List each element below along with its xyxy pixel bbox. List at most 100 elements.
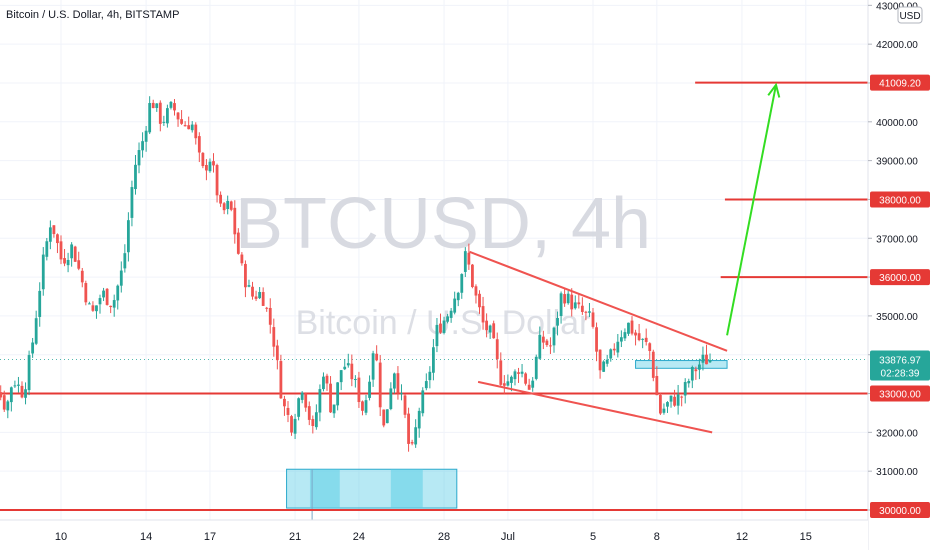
candle-body — [173, 103, 176, 111]
candle-body — [446, 316, 449, 322]
time-axis-bg — [0, 520, 868, 550]
target-arrow-head — [767, 82, 781, 98]
time-tick-label: 10 — [55, 531, 67, 543]
candle-body — [520, 371, 524, 374]
level-price-label-bg — [870, 385, 930, 402]
candle-body — [371, 353, 375, 380]
candle-body — [134, 164, 137, 190]
candle-body — [48, 227, 52, 242]
candle-body — [541, 336, 545, 343]
candle-body — [332, 404, 336, 414]
candle-body — [598, 349, 602, 371]
candle-body — [353, 379, 357, 381]
candle-body — [343, 366, 347, 370]
candle-body — [403, 395, 407, 415]
candle-body — [212, 161, 215, 166]
candle-body — [673, 396, 676, 406]
candle-body — [577, 302, 581, 305]
candle-body — [80, 270, 84, 283]
candle-body — [690, 367, 694, 381]
candle-body — [463, 251, 467, 272]
candle-body — [166, 108, 169, 124]
candle-body — [517, 372, 520, 374]
candle-body — [144, 130, 148, 142]
candle-body — [180, 119, 183, 124]
time-axis[interactable]: 10 14 17 21 24 28 Jul 5 8 12 15 — [0, 519, 868, 550]
candle-body — [350, 363, 354, 380]
candle-body — [314, 412, 318, 428]
candle-body — [148, 103, 152, 133]
candle-body — [396, 373, 400, 393]
candle-body — [375, 353, 379, 361]
candle-body — [215, 165, 219, 196]
candle-body — [492, 323, 496, 339]
candle-body — [38, 290, 42, 317]
candle-body — [346, 363, 350, 366]
candle-body — [119, 270, 123, 286]
candle-body — [275, 345, 279, 361]
level-price-label-bg — [870, 269, 930, 286]
candle-body — [605, 359, 609, 364]
candle-body — [414, 427, 418, 445]
candle-body — [502, 383, 506, 386]
candle-body — [162, 121, 166, 123]
candle-body — [481, 306, 485, 323]
candle-body — [251, 286, 254, 297]
candle-body — [666, 402, 669, 407]
candle-body — [73, 246, 77, 262]
candle-body — [293, 418, 297, 434]
candle-body — [91, 305, 95, 311]
candle-body — [552, 327, 556, 346]
candle-body — [6, 401, 10, 411]
candle-body — [495, 339, 499, 360]
candle-body — [300, 392, 304, 400]
candle-body — [616, 341, 620, 353]
candle-body — [701, 354, 705, 363]
candle-body — [662, 408, 666, 413]
candle-body — [222, 203, 226, 211]
candle-body — [449, 310, 453, 318]
candle-body — [538, 334, 542, 359]
candle-body — [499, 360, 503, 385]
candle-body — [471, 264, 474, 288]
candle-body — [187, 125, 191, 130]
candle-body — [123, 253, 127, 269]
candle-body — [627, 322, 630, 334]
trendline — [477, 380, 713, 434]
candle-body — [87, 303, 91, 305]
candle-body — [158, 102, 162, 124]
candle-body — [400, 393, 403, 395]
candle-body — [304, 393, 308, 408]
candle-body — [339, 370, 343, 383]
candle-body — [424, 381, 428, 389]
candle-body — [265, 307, 269, 309]
candle-body — [683, 382, 687, 396]
price-tick-label: 40000.00 — [876, 118, 918, 129]
candle-body — [155, 103, 159, 108]
candle-body — [566, 293, 570, 304]
candle-body — [183, 125, 187, 127]
candle-body — [205, 164, 208, 171]
candle-body — [59, 241, 63, 260]
candle-body — [595, 327, 598, 352]
candle-body — [407, 413, 410, 444]
candle-body — [364, 400, 368, 413]
price-tick-label: 31000.00 — [876, 467, 918, 478]
candle-body — [378, 362, 382, 408]
time-tick-label: 17 — [204, 531, 216, 543]
candle-body — [619, 337, 623, 342]
level-price-label: 41009.20 — [879, 79, 921, 90]
candle-body — [428, 371, 432, 381]
candle-body — [392, 373, 396, 389]
candle-body — [591, 312, 595, 327]
candle-body — [197, 136, 201, 153]
price-axis[interactable]: 30000.0031000.0032000.0033000.0034000.00… — [867, 0, 932, 550]
candle-body — [286, 407, 290, 415]
time-tick-label: 15 — [800, 531, 812, 543]
candle-body — [389, 388, 393, 410]
candle-body — [534, 356, 538, 379]
level-price-label-bg — [870, 74, 930, 91]
candle-body — [233, 207, 237, 235]
